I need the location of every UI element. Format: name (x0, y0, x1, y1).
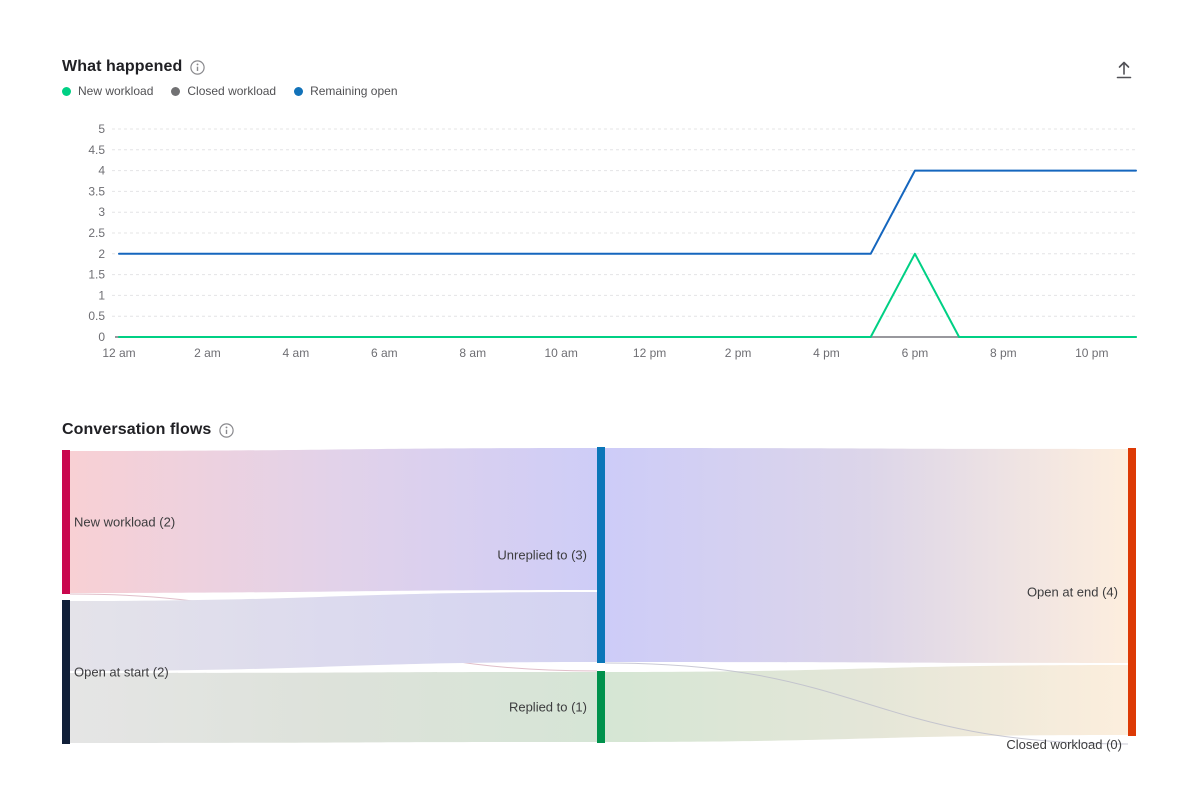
what-happened-legend: New workload Closed workload Remaining ope… (62, 84, 398, 98)
x-tick-label: 4 am (283, 346, 310, 360)
flow-open_at_start-to-unreplied[interactable] (70, 592, 597, 671)
flow-new_workload-to-unreplied[interactable] (70, 448, 597, 593)
sankey-label-open-at-end: Open at end (4) (1027, 585, 1118, 600)
series-new-workload[interactable] (118, 252, 1137, 338)
sankey-node-replied[interactable] (597, 671, 605, 743)
y-tick-label: 1 (98, 288, 105, 302)
info-icon (219, 422, 235, 438)
x-tick-label: 8 pm (990, 346, 1017, 360)
legend-dot (294, 86, 304, 96)
y-tick-label: 4 (98, 164, 105, 178)
y-tick-label: 0.5 (88, 309, 105, 323)
x-tick-label: 2 am (194, 346, 221, 360)
y-tick-label: 5 (98, 122, 105, 136)
x-tick-label: 2 pm (725, 346, 752, 360)
legend-item-remaining-open[interactable]: Remaining open (294, 84, 398, 98)
legend-label: New workload (78, 84, 154, 98)
sankey-label-closed-workload: Closed workload (0) (1006, 737, 1122, 752)
x-tick-label: 6 pm (902, 346, 929, 360)
sankey-node-open-at-end[interactable] (1128, 448, 1136, 736)
sankey-label-replied: Replied to (1) (509, 700, 587, 715)
legend-item-closed-workload[interactable]: Closed workload (171, 84, 276, 98)
x-tick-label: 4 pm (813, 346, 840, 360)
export-button[interactable] (1110, 56, 1138, 84)
y-tick-label: 2 (98, 247, 105, 261)
y-tick-label: 3.5 (88, 184, 105, 198)
conversation-flows-info-button[interactable] (219, 422, 235, 438)
sankey-label-open-at-start: Open at start (2) (74, 665, 169, 680)
conversation-flows-header: Conversation flows (62, 421, 235, 439)
what-happened-info-button[interactable] (190, 59, 206, 75)
sankey-label-unreplied: Unreplied to (3) (497, 548, 587, 563)
sankey-node-new-workload[interactable] (62, 450, 70, 594)
export-icon (1116, 61, 1132, 79)
x-tick-label: 10 am (544, 346, 577, 360)
what-happened-title: What happened (62, 58, 183, 75)
info-icon (190, 59, 206, 75)
y-tick-label: 4.5 (88, 143, 105, 157)
legend-label: Closed workload (187, 84, 277, 98)
y-tick-label: 2.5 (88, 226, 105, 240)
series-remaining-open[interactable] (118, 169, 1137, 255)
legend-item-new-workload[interactable]: New workload (62, 84, 153, 98)
y-tick-label: 3 (98, 205, 105, 219)
conversation-flows-chart[interactable]: New workload (2) Open at start (2) Unrepli… (62, 440, 1138, 770)
x-tick-label: 12 pm (633, 346, 666, 360)
what-happened-header: What happened (62, 58, 206, 76)
sankey-node-open-at-start[interactable] (62, 600, 70, 744)
x-tick-label: 8 am (459, 346, 486, 360)
x-tick-label: 10 pm (1075, 346, 1108, 360)
sankey-node-unreplied[interactable] (597, 447, 605, 663)
y-tick-label: 1.5 (88, 268, 105, 282)
x-tick-label: 12 am (102, 346, 135, 360)
flow-unreplied-to-closed_workload-zero (604, 662, 1129, 745)
flow-unreplied-to-open_at_end[interactable] (605, 448, 1128, 663)
what-happened-chart[interactable]: 0 0.5 1 1.5 2 2.5 3 3.5 4 4.5 5 12 am 2 am 4 am 6 am 8 … (62, 118, 1138, 368)
legend-label: Remaining open (310, 84, 398, 98)
flow-open_at_start-to-replied[interactable] (70, 672, 597, 743)
x-tick-label: 6 am (371, 346, 398, 360)
legend-dot (62, 86, 71, 96)
y-tick-label: 0 (98, 330, 105, 344)
sankey-label-new-workload: New workload (2) (74, 515, 175, 530)
conversation-flows-title: Conversation flows (62, 421, 212, 438)
legend-dot (171, 86, 181, 96)
